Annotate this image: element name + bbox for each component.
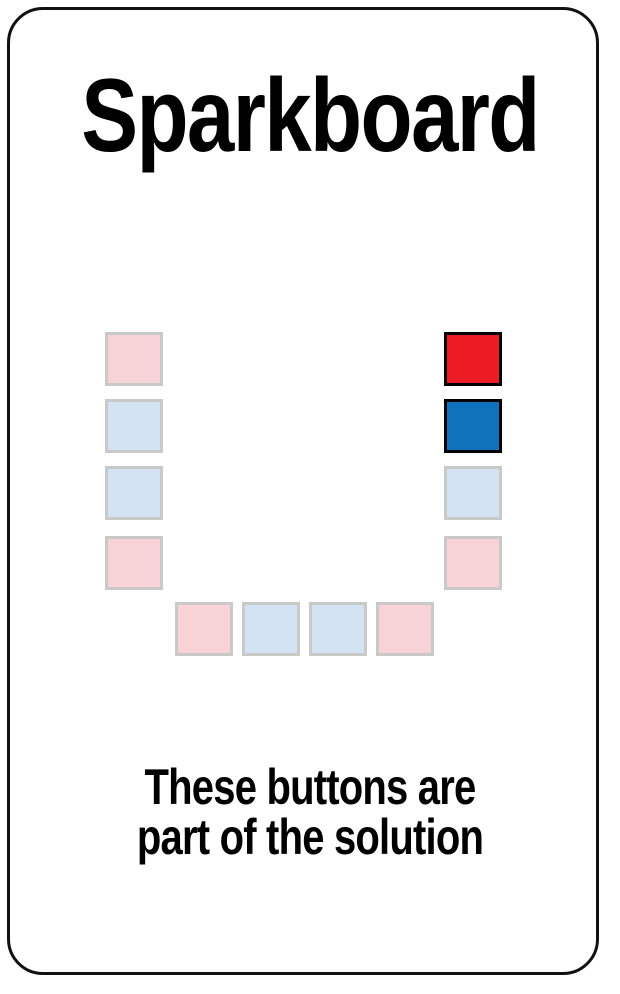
caption-line-2: part of the solution xyxy=(136,809,484,865)
button-right-1[interactable] xyxy=(444,332,502,386)
button-right-3[interactable] xyxy=(444,466,502,520)
button-bottom-3[interactable] xyxy=(309,602,367,656)
button-left-4[interactable] xyxy=(105,536,163,590)
button-left-1[interactable] xyxy=(105,332,163,386)
button-bottom-4[interactable] xyxy=(376,602,434,656)
button-right-4[interactable] xyxy=(444,536,502,590)
button-bottom-1[interactable] xyxy=(175,602,233,656)
caption-line-1: These buttons are xyxy=(144,759,477,815)
button-bottom-2[interactable] xyxy=(242,602,300,656)
solution-caption: These buttons are part of the solution xyxy=(62,762,558,862)
button-right-2[interactable] xyxy=(444,399,502,453)
button-left-3[interactable] xyxy=(105,466,163,520)
button-left-2[interactable] xyxy=(105,399,163,453)
card-title: Sparkboard xyxy=(81,58,540,174)
